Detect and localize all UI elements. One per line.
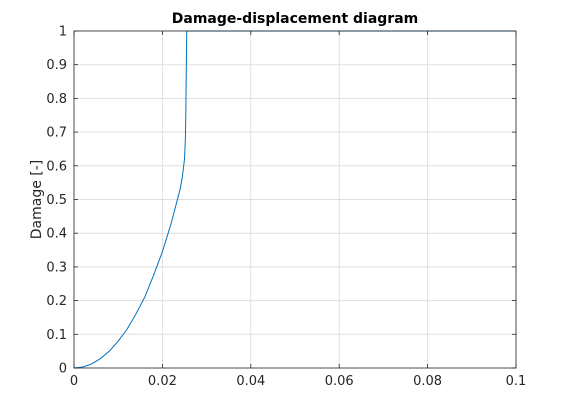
x-tick-label: 0.02 <box>148 374 177 389</box>
chart-title: Damage-displacement diagram <box>172 11 419 27</box>
y-tick-label: 0.2 <box>46 294 67 309</box>
x-tick-label: 0.06 <box>325 374 354 389</box>
y-tick-label: 0.1 <box>46 328 67 343</box>
y-axis-label: Damage [-] <box>29 160 45 240</box>
y-tick-label: 0.4 <box>46 227 67 242</box>
x-tick-label: 0.1 <box>506 374 527 389</box>
y-tick-label: 0.6 <box>46 159 67 174</box>
x-tick-label: 0.08 <box>413 374 442 389</box>
y-tick-label: 0.7 <box>46 126 67 141</box>
y-tick-label: 0.3 <box>46 260 67 275</box>
y-tick-label: 0.5 <box>46 193 67 208</box>
y-tick-label: 1 <box>59 25 67 40</box>
series-layer <box>73 30 516 369</box>
y-tick-label: 0.8 <box>46 92 67 107</box>
x-tick-label: 0 <box>70 374 78 389</box>
damage-series-line <box>73 30 516 369</box>
ticks <box>73 30 517 369</box>
y-tick-label: 0 <box>59 362 67 377</box>
x-tick-label: 0.04 <box>236 374 265 389</box>
tick-labels: 0 0.02 0.04 0.06 0.08 0.1 0 0.1 0.2 0.3 0.4 0.5 0.6 0… <box>46 25 526 390</box>
y-tick-label: 0.9 <box>46 58 67 73</box>
